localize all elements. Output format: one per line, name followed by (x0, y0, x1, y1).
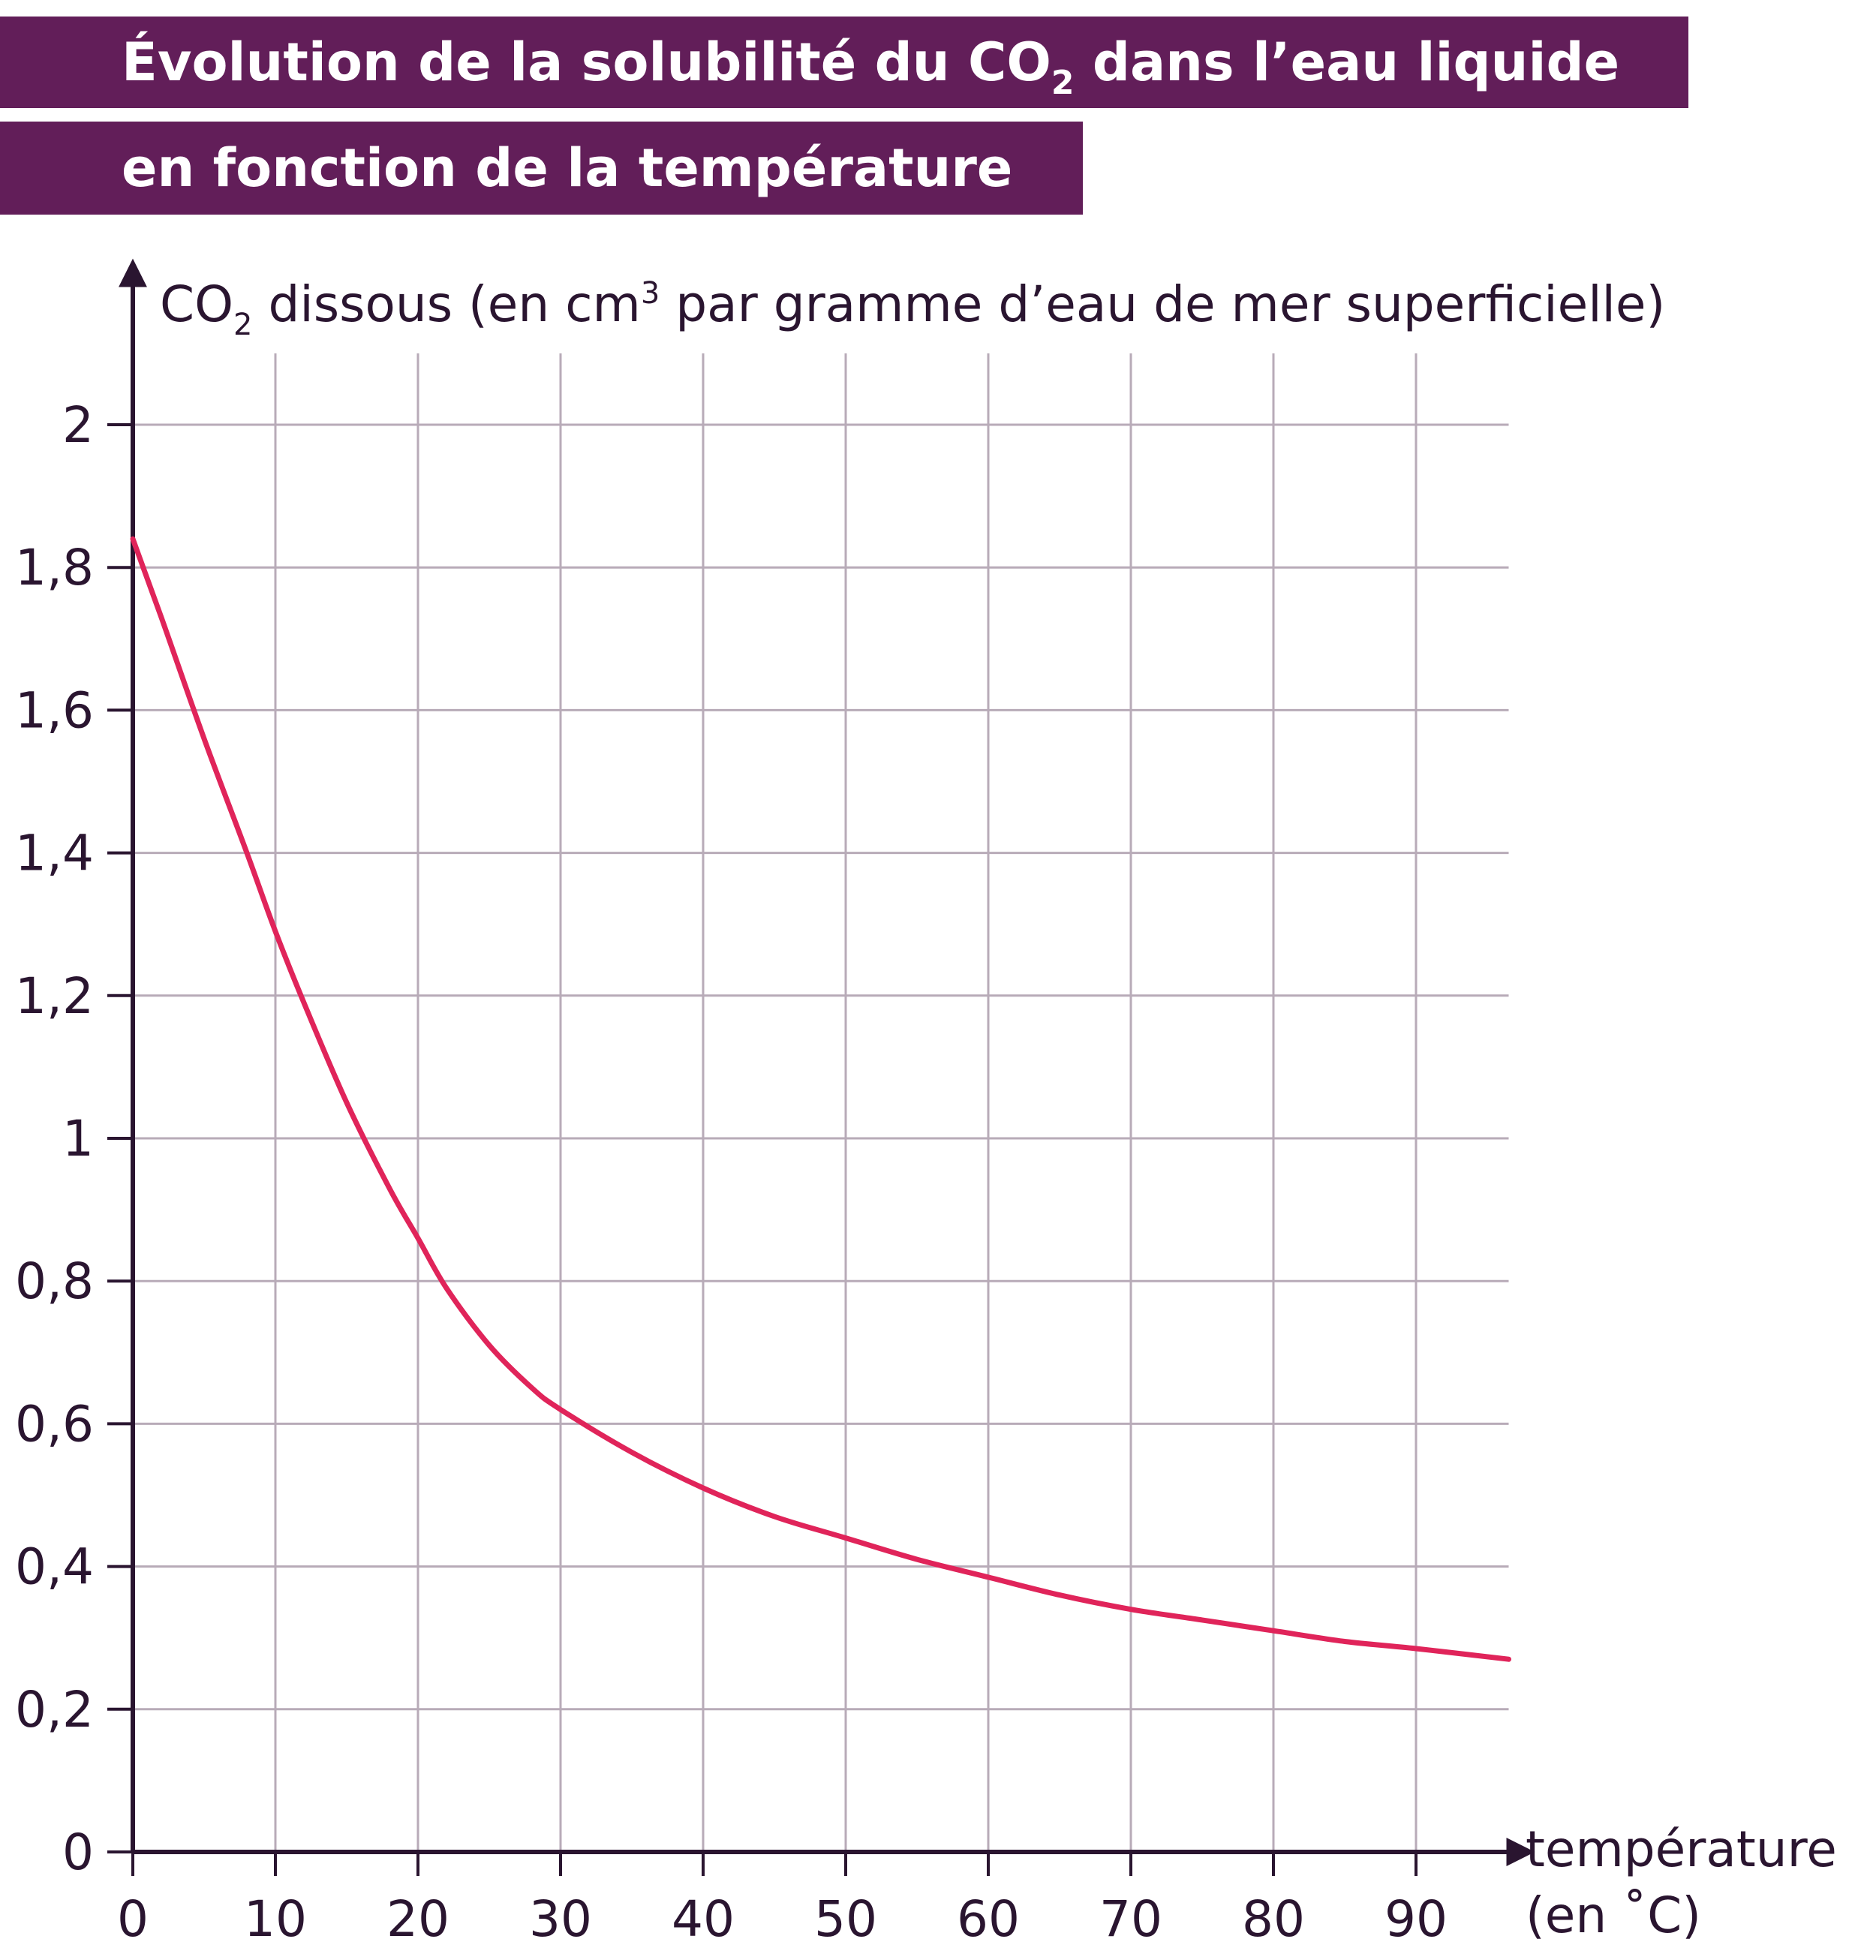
y-tick-label: 1 (62, 1110, 94, 1168)
y-axis-title-co: CO (160, 275, 233, 333)
grid (133, 353, 1509, 1852)
y-tick-label: 0 (62, 1823, 94, 1881)
x-tick-label: 90 (1384, 1890, 1448, 1948)
x-tick-label: 40 (672, 1890, 735, 1948)
y-tick-label: 0,8 (15, 1252, 94, 1310)
title-line-1-text: Évolution de la solubilité du CO (122, 32, 1051, 93)
y-axis-title: CO2 dissous (en cm3 par gramme d’eau de … (160, 275, 1665, 342)
axes (119, 258, 1535, 1866)
y-tick-label: 0,4 (15, 1538, 94, 1596)
x-tick-label: 80 (1242, 1890, 1305, 1948)
x-tick-label: 20 (386, 1890, 449, 1948)
y-tick-label: 0,6 (15, 1395, 94, 1453)
y-tick-label: 1,4 (15, 825, 94, 882)
y-tick-label: 1,2 (15, 967, 94, 1025)
x-axis-unit: (en ˚C) (1526, 1886, 1701, 1944)
title-line-2: en fonction de la température (0, 122, 1083, 215)
y-axis-title-sub: 2 (233, 308, 252, 342)
x-tick-label: 50 (814, 1890, 877, 1948)
title-subscript: 2 (1051, 64, 1075, 102)
title-line-1-end: dans l’eau liquide (1074, 32, 1620, 93)
y-tick-label: 1,6 (15, 681, 94, 739)
ticks: 00,20,40,60,811,21,41,61,820 10 20 30 40 50 60… (15, 396, 1448, 1948)
y-axis-title-mid: dissous (en cm (253, 275, 641, 333)
y-axis-title-sup: 3 (641, 276, 660, 311)
solubility-curve (130, 536, 1511, 1662)
x-axis-title: température (1526, 1820, 1837, 1878)
curves (130, 536, 1511, 1662)
title-line-2-text: en fonction de la température (122, 137, 1013, 199)
title-line-1: Évolution de la solubilité du CO2 dans l… (0, 17, 1688, 108)
y-tick-label: 2 (62, 396, 94, 454)
x-tick-label: 30 (529, 1890, 592, 1948)
y-tick-label: 1,8 (15, 539, 94, 597)
x-tick-label: 10 (244, 1890, 307, 1948)
x-tick-label: 0 (117, 1890, 149, 1948)
x-tick-label: 70 (1099, 1890, 1162, 1948)
x-tick-label: 60 (957, 1890, 1020, 1948)
y-tick-label: 0,2 (15, 1681, 94, 1739)
y-axis-title-end: par gramme d’eau de mer superficielle) (660, 275, 1665, 333)
